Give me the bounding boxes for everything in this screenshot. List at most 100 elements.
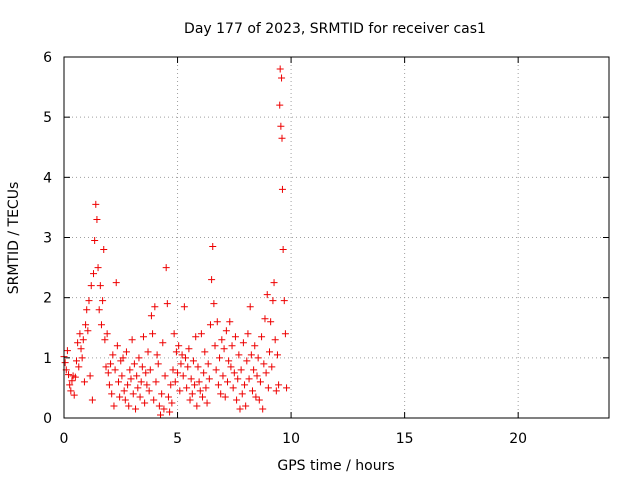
data-point (111, 366, 119, 374)
data-point (273, 351, 281, 359)
data-point (276, 65, 284, 73)
data-point (95, 306, 103, 314)
data-point (175, 342, 183, 350)
data-point (170, 330, 178, 338)
data-point (176, 387, 184, 395)
data-point (277, 122, 285, 130)
data-point (104, 369, 112, 377)
data-point (76, 330, 84, 338)
data-point (185, 345, 193, 353)
data-point (214, 381, 222, 389)
data-point (152, 378, 160, 386)
data-point (191, 381, 199, 389)
data-point (268, 363, 276, 371)
chart-title: Day 177 of 2023, SRMTID for receiver cas… (184, 21, 486, 37)
data-point (169, 366, 177, 374)
data-point (122, 348, 130, 356)
data-point (264, 384, 272, 392)
data-point (234, 375, 242, 383)
data-point (181, 354, 189, 362)
data-point (163, 300, 171, 308)
data-point (128, 336, 136, 344)
data-point (135, 354, 143, 362)
x-tick-label: 20 (509, 431, 527, 447)
data-point (97, 321, 105, 329)
data-point (255, 396, 263, 404)
y-axis-label: SRMTID / TECUs (6, 182, 22, 295)
data-point (193, 402, 201, 410)
data-point (280, 297, 288, 305)
data-point (235, 351, 243, 359)
data-point (231, 333, 239, 341)
data-point (132, 405, 140, 413)
data-point (70, 391, 78, 399)
data-point (126, 366, 134, 374)
data-point (197, 330, 205, 338)
data-point (244, 330, 252, 338)
data-point (162, 264, 170, 272)
data-point (82, 321, 90, 329)
y-tick-label: 0 (43, 411, 52, 427)
data-point (252, 393, 260, 401)
data-point (179, 372, 187, 380)
data-point (254, 354, 262, 362)
data-point (245, 375, 253, 383)
data-point (161, 372, 169, 380)
data-point (103, 330, 111, 338)
data-point (172, 348, 180, 356)
data-point (66, 381, 74, 389)
data-point (209, 243, 217, 251)
data-point (210, 300, 218, 308)
data-point (147, 312, 155, 320)
data-point (200, 369, 208, 377)
data-point (113, 342, 121, 350)
data-point (158, 390, 166, 398)
data-point (119, 354, 127, 362)
data-point (118, 372, 126, 380)
data-point (171, 378, 179, 386)
data-point (139, 333, 147, 341)
data-point (137, 378, 145, 386)
data-point (263, 291, 271, 299)
data-point (194, 363, 202, 371)
data-point (145, 387, 153, 395)
data-point (188, 390, 196, 398)
y-tick-label: 6 (43, 50, 52, 66)
data-point (266, 348, 274, 356)
data-point (71, 373, 79, 381)
data-point (154, 360, 162, 368)
data-point (80, 378, 88, 386)
data-point (213, 318, 221, 326)
data-point (110, 402, 118, 410)
data-point (74, 339, 82, 347)
data-point (153, 351, 161, 359)
data-point (101, 336, 109, 344)
data-point (278, 185, 286, 193)
data-point (87, 282, 95, 290)
data-point (199, 393, 207, 401)
data-point (218, 336, 226, 344)
data-point (88, 396, 96, 404)
data-point (124, 381, 132, 389)
data-point (78, 354, 86, 362)
data-point (203, 399, 211, 407)
data-point (283, 384, 291, 392)
data-point (227, 363, 235, 371)
data-point (67, 387, 75, 395)
data-point (155, 402, 163, 410)
data-point (138, 363, 146, 371)
data-point (192, 333, 200, 341)
data-point (84, 327, 92, 335)
data-point (262, 369, 270, 377)
data-point (127, 375, 135, 383)
data-point (68, 377, 76, 385)
data-point (75, 363, 83, 371)
data-point (260, 360, 268, 368)
data-point (183, 384, 191, 392)
data-point (141, 399, 149, 407)
data-point (72, 357, 80, 365)
data-point (247, 351, 255, 359)
data-point (270, 279, 278, 287)
data-point (225, 357, 233, 365)
y-tick-label: 4 (43, 170, 52, 186)
